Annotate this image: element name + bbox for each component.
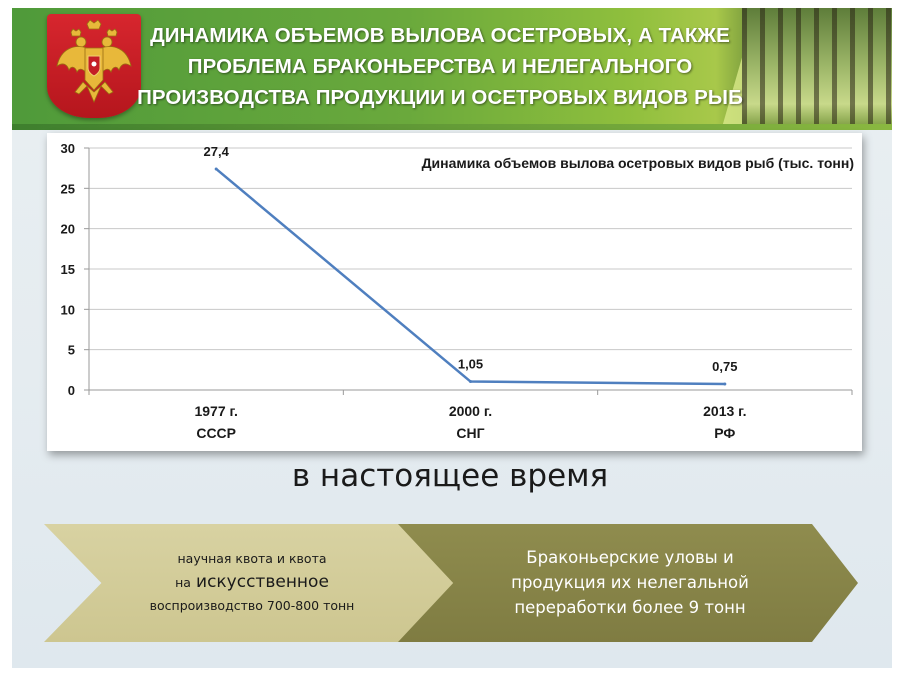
y-tick-label: 15 (61, 262, 75, 277)
data-label: 1,05 (458, 357, 483, 372)
data-label: 27,4 (204, 144, 230, 159)
data-point (723, 382, 727, 386)
poaching-arrow-text: Браконьерские уловы и продукция их нелег… (480, 545, 780, 620)
header-bottom-stripe (12, 124, 892, 130)
y-tick-label: 30 (61, 141, 75, 156)
poaching-line-3: переработки более 9 тонн (514, 598, 746, 617)
quota-line-2-prefix: на (175, 575, 191, 590)
quota-arrow-text: научная квота и квота на искусственное в… (112, 547, 392, 617)
x-category-label: РФ (714, 425, 735, 441)
poaching-line-1: Браконьерские уловы и (526, 548, 734, 567)
data-point (469, 380, 472, 384)
y-tick-label: 20 (61, 222, 75, 237)
y-tick-label: 10 (61, 302, 75, 317)
russian-coat-of-arms-icon (47, 14, 141, 118)
poaching-line-2: продукция их нелегальной (511, 573, 749, 592)
x-category-label: 1977 г. (194, 403, 237, 419)
caption-present-time: в настоящее время (291, 458, 609, 494)
x-category-label: СНГ (456, 425, 484, 441)
x-category-label: СССР (196, 425, 236, 441)
poaching-arrow-shape (398, 524, 858, 642)
header-title: ДИНАМИКА ОБЪЕМОВ ВЫЛОВА ОСЕТРОВЫХ, А ТАК… (137, 24, 743, 109)
data-label: 0,75 (712, 359, 737, 374)
quota-arrow-shape (44, 524, 454, 642)
quota-line-1: научная квота и квота (177, 551, 327, 566)
chart-panel: 0 5 10 15 20 25 30 1977 г. СССР 2000 г. СНГ 2013 г.… (47, 133, 862, 451)
x-category-label: 2000 г. (449, 403, 492, 419)
forest-image (742, 8, 892, 128)
chart-title: Динамика объемов вылова осетровых видов … (422, 155, 854, 171)
y-tick-label: 5 (68, 343, 75, 358)
quota-line-2-emphasis: искусственное (196, 572, 329, 592)
y-tick-label: 0 (68, 383, 75, 398)
quota-line-3: воспроизводство 700-800 тонн (149, 598, 355, 613)
y-tick-label: 25 (61, 181, 75, 196)
header-banner (12, 8, 892, 128)
x-category-label: 2013 г. (703, 403, 746, 419)
data-point (214, 167, 218, 171)
series-line (215, 168, 725, 386)
catch-volume-line-chart: 0 5 10 15 20 25 30 1977 г. СССР 2000 г. СНГ 2013 г.… (61, 141, 854, 441)
